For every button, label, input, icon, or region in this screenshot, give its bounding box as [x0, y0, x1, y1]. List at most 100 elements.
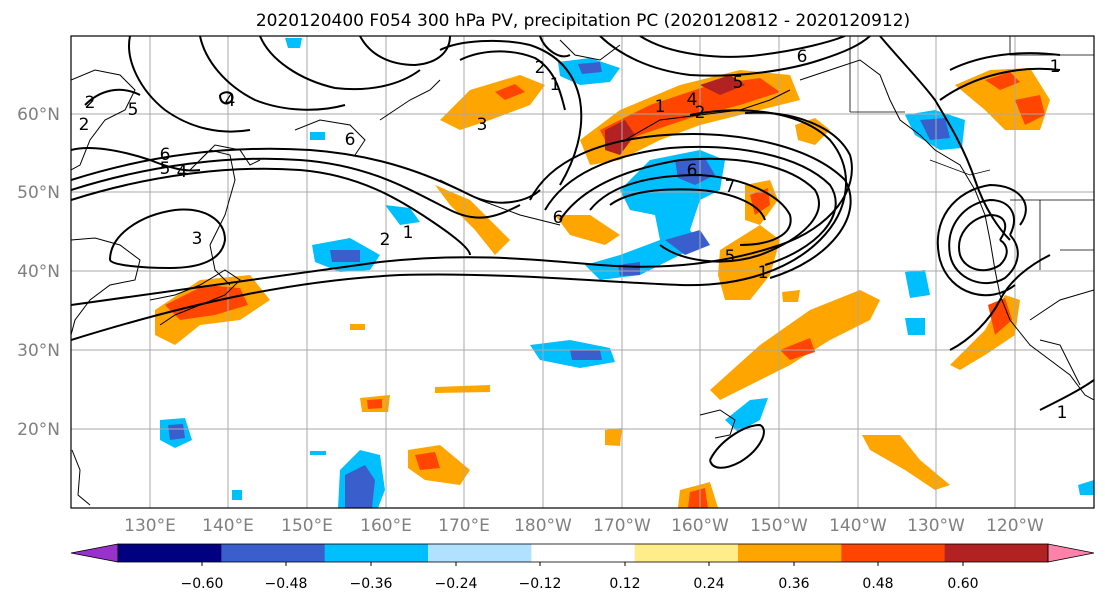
colorbar-tick-label: 0.48: [862, 576, 893, 592]
colorbar: [70, 543, 1095, 563]
precip-blob: [675, 158, 715, 185]
contour-label: 2: [85, 93, 96, 113]
pv-contour: [709, 423, 765, 469]
pv-contour: [609, 188, 766, 221]
contour-label: 5: [128, 100, 139, 120]
pv-contour: [71, 109, 847, 341]
pv-contour: [948, 198, 1019, 284]
lon-label: 150°E: [281, 516, 333, 536]
lon-label: 130°W: [907, 516, 965, 536]
pv-contour: [71, 157, 521, 219]
contour-label: 5: [733, 73, 744, 93]
contour-label: 2: [380, 230, 391, 250]
precip-blob: [570, 350, 602, 360]
precip-blob: [700, 75, 745, 95]
longitude-labels: 130°E 140°E 150°E 160°E 170°E 180°W 170°…: [124, 516, 1044, 536]
contour-label: 1: [403, 223, 414, 243]
contour-label: 1: [655, 97, 666, 117]
contour-label: 5: [725, 247, 736, 267]
contour-label: 7: [725, 177, 736, 197]
contour-label: 2: [695, 103, 706, 123]
contour-label: 6: [797, 47, 808, 67]
contour-label: 2: [79, 115, 90, 135]
pv-contour: [71, 147, 541, 204]
precip-blob: [985, 72, 1020, 90]
pv-contour: [199, 36, 346, 111]
map-frame: [70, 35, 1095, 509]
precip-blob: [1078, 480, 1094, 495]
colorbar-extend-min: [70, 543, 119, 563]
pv-contour: [936, 183, 1027, 297]
colorbar-segment: [221, 544, 326, 562]
coastline: [379, 79, 441, 121]
precip-blob: [345, 465, 375, 508]
pv-contour: [459, 50, 566, 111]
pv-contour: [949, 52, 1061, 71]
colorbar-tick-label: 0.24: [693, 576, 724, 592]
pv-contour: [71, 111, 853, 306]
colorbar-frame: [117, 543, 1049, 563]
precip-blob: [578, 62, 602, 74]
lon-label: 170°E: [438, 516, 490, 536]
pv-contour: [71, 167, 471, 256]
coastline: [71, 449, 91, 506]
precip-blob: [168, 424, 185, 440]
precip-blob: [905, 318, 925, 335]
colorbar-tick-label: 0.36: [778, 576, 809, 592]
lon-label: 140°W: [829, 516, 887, 536]
colorbar-extend-max: [1047, 543, 1095, 563]
precip-blob: [435, 385, 490, 393]
precip-blob: [780, 338, 815, 360]
lat-label: 60°N: [17, 105, 60, 125]
precip-positive-shading: [155, 68, 1050, 508]
contour-label: 5: [160, 159, 171, 179]
precip-blob: [665, 230, 710, 255]
contour-label: 1: [758, 263, 769, 283]
colorbar-tick-label: 0.12: [609, 576, 640, 592]
pv-contour: [439, 39, 583, 186]
map-content: 2 4 5 6 4 2 5 6 3 2 1 6 3 2 1 4 2 1 5 6 …: [71, 36, 1094, 508]
colorbar-segment: [118, 544, 222, 562]
coastlines: [71, 39, 1094, 506]
precip-blob: [782, 290, 800, 302]
contour-label: 1: [1050, 57, 1061, 77]
precip-blob: [385, 205, 420, 225]
coastline: [71, 69, 136, 171]
lon-label: 180°W: [514, 516, 572, 536]
pv-contour: [219, 91, 234, 105]
precip-blob: [688, 488, 708, 508]
pv-contour: [128, 36, 251, 133]
colorbar-tick-label: −0.24: [435, 576, 478, 592]
colorbar-tick-label: 0.60: [947, 576, 978, 592]
precip-blob: [350, 324, 365, 330]
precip-blob: [605, 428, 622, 446]
lat-label: 40°N: [17, 262, 60, 282]
contour-label: 4: [687, 90, 698, 110]
contour-label: 1: [550, 75, 561, 95]
lon-label: 170°W: [593, 516, 651, 536]
precip-blob: [495, 84, 525, 100]
latitude-labels: 60°N 50°N 40°N 30°N 20°N: [17, 105, 60, 440]
contour-label: 2: [535, 58, 546, 78]
coastline: [294, 119, 366, 156]
precip-blob: [415, 452, 440, 470]
pv-contour: [539, 36, 571, 58]
precip-blob: [725, 398, 768, 432]
lon-label: 130°E: [124, 516, 176, 536]
precip-blob: [555, 215, 620, 245]
pv-contour: [939, 67, 1061, 101]
pv-contour: [529, 133, 852, 279]
colorbar-segment: [634, 544, 739, 562]
colorbar-tick-label: −0.60: [181, 576, 224, 592]
pv-contour: [589, 173, 792, 246]
pv-contour: [544, 145, 837, 266]
coastline: [559, 39, 621, 61]
coastline: [71, 237, 141, 336]
pv-contour: [84, 88, 141, 106]
pv-contour: [71, 147, 201, 172]
lon-label: 120°W: [986, 516, 1044, 536]
lat-label: 50°N: [17, 183, 60, 203]
contour-label: 4: [225, 91, 236, 111]
